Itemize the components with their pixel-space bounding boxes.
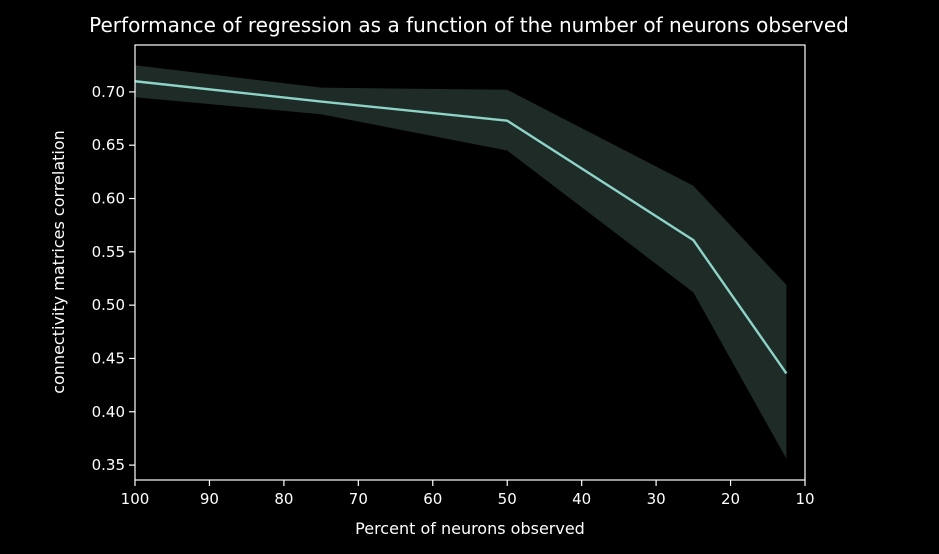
- x-tick-label: 60: [423, 490, 442, 508]
- y-tick-label: 0.45: [92, 349, 125, 367]
- x-tick-label: 70: [349, 490, 368, 508]
- y-tick-label: 0.40: [92, 403, 125, 421]
- confidence-band-layer: [135, 65, 787, 459]
- y-axis-ticks: 0.35 0.40 0.45 0.50 0.55 0.60 0.65 0.70: [92, 83, 135, 474]
- chart-title: Performance of regression as a function …: [89, 13, 849, 37]
- y-tick-label: 0.50: [92, 296, 125, 314]
- y-tick-label: 0.55: [92, 243, 125, 261]
- x-tick-label: 20: [721, 490, 740, 508]
- y-tick-label: 0.60: [92, 190, 125, 208]
- x-tick-label: 40: [572, 490, 591, 508]
- y-tick-label: 0.35: [92, 456, 125, 474]
- confidence-band: [135, 65, 787, 459]
- x-tick-label: 90: [200, 490, 219, 508]
- line-layer: [134, 80, 788, 375]
- plot-frame: [134, 44, 806, 481]
- x-axis-label: Percent of neurons observed: [355, 519, 585, 538]
- y-tick-label: 0.65: [92, 136, 125, 154]
- series-line: [134, 80, 788, 375]
- x-tick-label: 50: [498, 490, 517, 508]
- x-axis-ticks: 100 90 80 70 60 50 40 30 20 10: [121, 480, 815, 508]
- y-tick-label: 0.70: [92, 83, 125, 101]
- x-tick-label: 10: [795, 490, 814, 508]
- x-tick-label: 30: [647, 490, 666, 508]
- y-axis-label: connectivity matrices correlation: [49, 130, 68, 394]
- x-tick-label: 80: [274, 490, 293, 508]
- x-tick-label: 100: [121, 490, 150, 508]
